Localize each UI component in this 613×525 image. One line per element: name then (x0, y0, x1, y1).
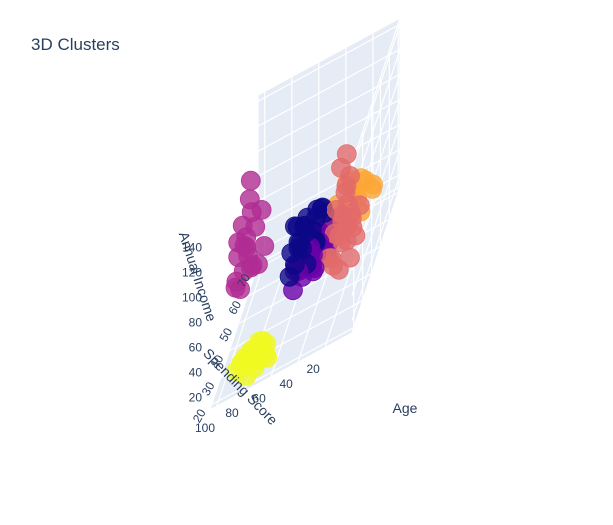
data-point[interactable] (226, 271, 247, 292)
gridline-z (351, 149, 401, 296)
y-tick-label: 20 (307, 362, 321, 376)
data-point[interactable] (281, 243, 302, 264)
gridline-z (351, 24, 401, 171)
gridline-z (257, 48, 401, 127)
data-point[interactable] (279, 266, 300, 287)
data-point[interactable] (284, 216, 305, 237)
gridline-z (257, 23, 401, 102)
gridline-x (211, 327, 355, 406)
x-tick-label: 40 (208, 352, 227, 371)
gridline-y (216, 260, 266, 407)
gridline-z (257, 98, 401, 177)
y-tick-labels: 20 40 60 80 100 (195, 362, 320, 435)
x-axis-label: Age (393, 400, 418, 416)
data-point[interactable] (335, 182, 356, 203)
data-point[interactable] (331, 157, 351, 178)
gridline-z (351, 174, 401, 321)
z-tick-labels: 20 40 60 80 100 120 140 (182, 240, 202, 404)
x-tick-label: 50 (217, 325, 236, 344)
z-tick-label: 60 (189, 340, 203, 354)
gridline-z (257, 148, 401, 227)
data-point[interactable] (226, 361, 247, 382)
data-points[interactable] (225, 144, 383, 386)
z-tick-label: 40 (189, 365, 203, 379)
z-tick-label: 100 (182, 290, 202, 304)
x-tick-label: 70 (234, 271, 253, 290)
gridline-y (324, 201, 374, 348)
y-tick-label: 40 (279, 377, 293, 391)
data-point[interactable] (240, 170, 261, 191)
y-tick-label: 80 (225, 406, 239, 420)
data-point[interactable] (254, 236, 275, 256)
data-point[interactable] (228, 232, 249, 253)
x-tick-label: 20 (190, 406, 209, 425)
x-tick-label: 60 (225, 298, 244, 317)
chart-title: 3D Clusters (31, 35, 120, 54)
data-point[interactable] (324, 223, 345, 244)
y-tick-label: 60 (252, 392, 266, 406)
gridline-z (257, 123, 401, 202)
y-tick-label: 100 (195, 421, 215, 435)
data-point[interactable] (232, 215, 253, 236)
z-tick-label: 120 (182, 265, 202, 279)
data-point[interactable] (326, 199, 347, 220)
gridline-z (257, 73, 401, 152)
z-tick-label: 140 (182, 240, 202, 254)
x-tick-label: 30 (199, 379, 218, 398)
z-tick-label: 80 (189, 315, 203, 329)
z-tick-label: 20 (189, 390, 203, 404)
